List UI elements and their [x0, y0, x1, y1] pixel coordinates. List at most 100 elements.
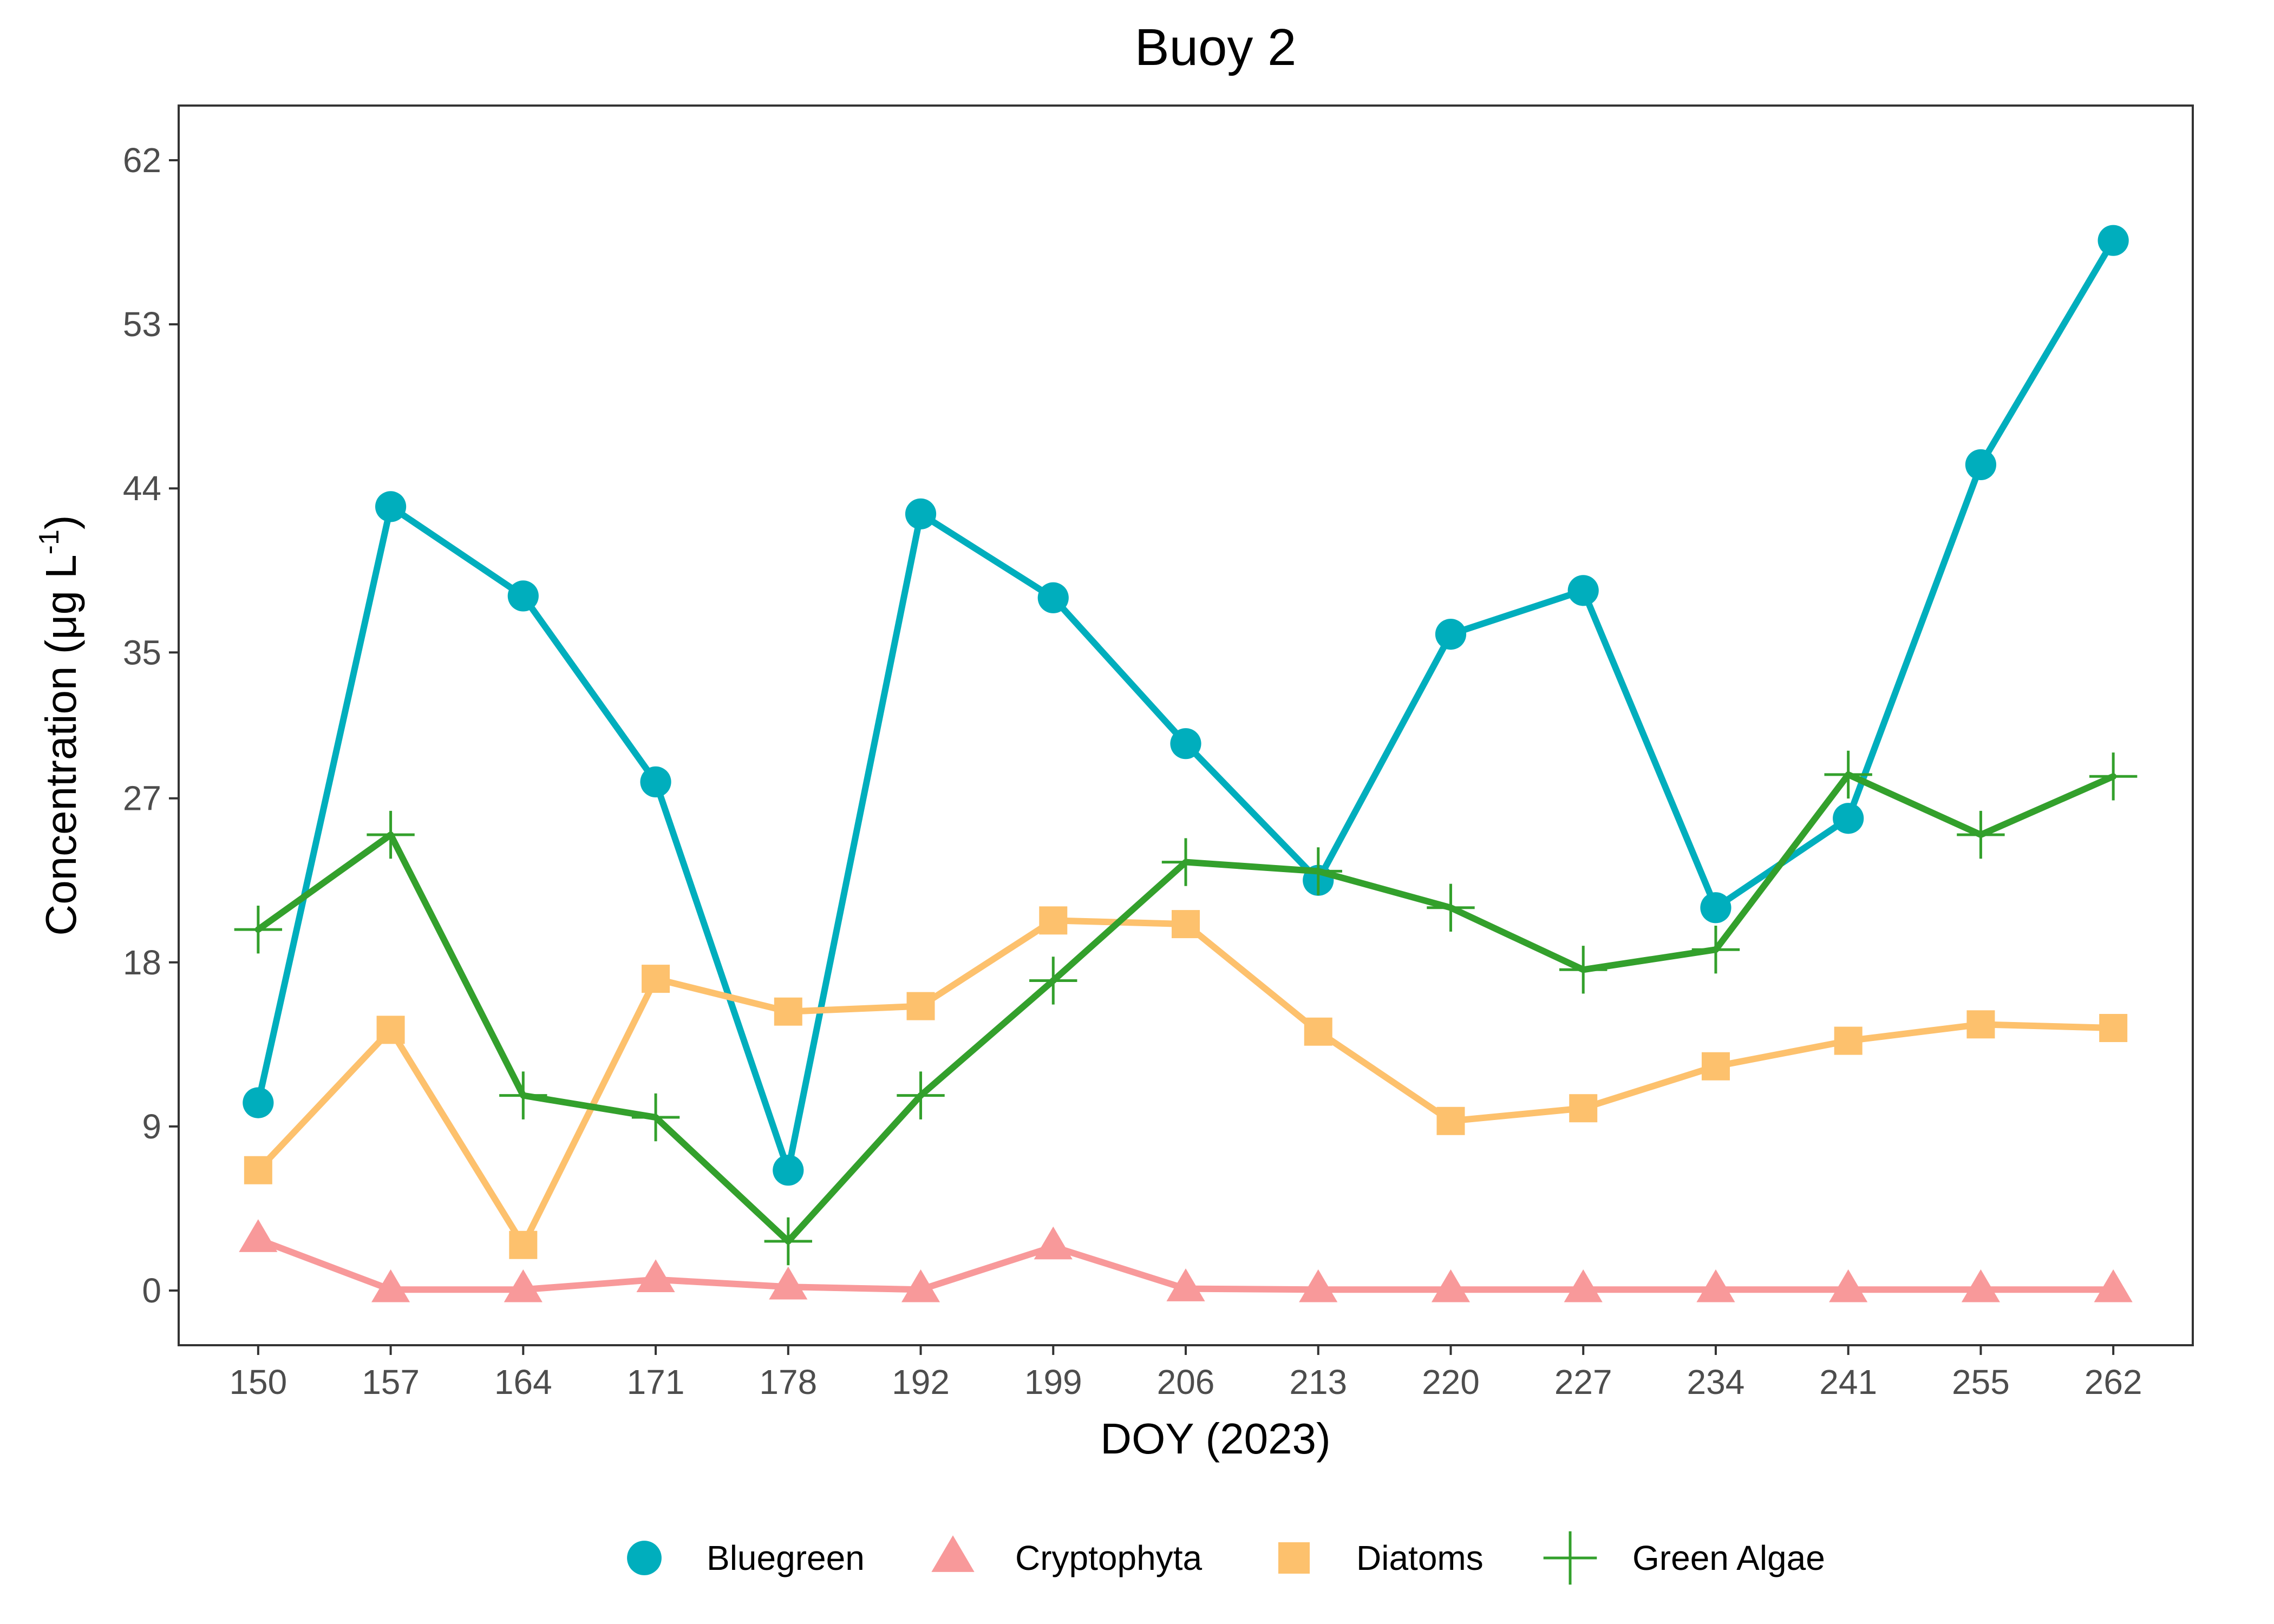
data-point-green-algae — [764, 1217, 812, 1266]
data-point-diatoms — [774, 997, 802, 1026]
data-point-diatoms — [642, 965, 670, 993]
chart-title: Buoy 2 — [1135, 18, 1297, 76]
y-tick-label: 62 — [123, 141, 161, 180]
x-tick-label: 150 — [229, 1363, 287, 1402]
data-point-diatoms — [509, 1230, 538, 1259]
data-point-green-algae — [367, 810, 415, 859]
data-point-green-algae — [1161, 838, 1210, 886]
y-axis: 0 9 18 27 35 44 53 62 — [123, 141, 179, 1310]
data-point-bluegreen — [773, 1155, 804, 1186]
x-axis-title: DOY (2023) — [1100, 1415, 1330, 1463]
legend-key-cryptophyta — [931, 1535, 975, 1572]
data-point-green-algae — [2089, 752, 2138, 801]
data-point-green-algae — [1691, 926, 1740, 974]
series-cryptophyta — [239, 1219, 2133, 1302]
data-point-bluegreen — [640, 766, 671, 797]
data-point-bluegreen — [507, 580, 539, 612]
data-point-diatoms — [1436, 1106, 1465, 1135]
data-point-cryptophyta — [2094, 1269, 2133, 1302]
data-point-bluegreen — [1037, 582, 1069, 613]
data-point-cryptophyta — [901, 1269, 940, 1302]
data-point-bluegreen — [1700, 892, 1731, 924]
y-tick-label: 44 — [123, 469, 161, 508]
legend: Bluegreen Cryptophyta Diatoms Green Algae — [627, 1531, 1825, 1585]
y-tick-label: 9 — [142, 1107, 161, 1146]
data-point-diatoms — [1304, 1017, 1332, 1046]
y-axis-title-superscript: -1 — [34, 529, 65, 554]
data-point-diatoms — [1039, 906, 1068, 935]
data-point-green-algae — [1029, 957, 1077, 1005]
x-axis: 150 157 164 171 178 192 199 206 213 220 227 234 241 2… — [229, 1345, 2142, 1402]
data-point-diatoms — [1834, 1026, 1863, 1055]
x-tick-label: 213 — [1289, 1363, 1347, 1402]
data-point-green-algae — [1559, 946, 1608, 994]
data-point-bluegreen — [905, 498, 937, 529]
data-point-green-algae — [1294, 847, 1342, 895]
data-point-green-algae — [631, 1093, 680, 1142]
x-tick-label: 164 — [494, 1363, 552, 1402]
y-axis-title: Concentration (μg L-1) — [34, 515, 85, 935]
legend-item-bluegreen: Bluegreen — [627, 1538, 865, 1577]
data-point-bluegreen — [243, 1087, 274, 1118]
data-point-diatoms — [1701, 1052, 1730, 1081]
data-point-cryptophyta — [1431, 1269, 1471, 1302]
x-tick-label: 178 — [759, 1363, 817, 1402]
legend-label: Bluegreen — [707, 1538, 865, 1577]
y-axis-title-main: Concentration (μg L — [37, 554, 85, 935]
data-point-cryptophyta — [504, 1269, 543, 1302]
data-point-cryptophyta — [1299, 1269, 1338, 1302]
data-point-bluegreen — [1833, 803, 1864, 834]
data-point-green-algae — [1957, 810, 2005, 859]
data-point-diatoms — [2099, 1014, 2128, 1043]
data-point-cryptophyta — [1961, 1269, 2000, 1302]
series-layer — [234, 225, 2138, 1302]
legend-key-bluegreen — [627, 1541, 662, 1575]
data-point-cryptophyta — [1034, 1226, 1073, 1260]
legend-item-cryptophyta: Cryptophyta — [931, 1535, 1202, 1577]
data-point-bluegreen — [375, 491, 407, 522]
data-point-cryptophyta — [1696, 1269, 1735, 1302]
legend-label: Cryptophyta — [1015, 1538, 1202, 1577]
y-axis-title-close: ) — [37, 515, 85, 529]
data-point-diatoms — [244, 1156, 272, 1184]
data-point-cryptophyta — [636, 1259, 675, 1292]
data-point-cryptophyta — [1166, 1268, 1205, 1301]
y-tick-label: 53 — [123, 305, 161, 344]
data-point-diatoms — [1569, 1094, 1598, 1123]
legend-key-green-algae — [1543, 1531, 1597, 1585]
x-tick-label: 262 — [2084, 1363, 2142, 1402]
data-point-cryptophyta — [769, 1266, 808, 1300]
data-point-cryptophyta — [1564, 1269, 1603, 1302]
legend-label: Green Algae — [1632, 1538, 1825, 1577]
data-point-green-algae — [234, 905, 283, 954]
plot-panel — [178, 104, 2194, 1346]
data-point-green-algae — [1427, 883, 1475, 932]
legend-item-diatoms: Diatoms — [1278, 1538, 1484, 1577]
data-point-diatoms — [376, 1016, 405, 1044]
data-point-cryptophyta — [371, 1269, 410, 1302]
data-point-diatoms — [1172, 910, 1200, 939]
data-point-diatoms — [906, 992, 935, 1020]
x-tick-label: 234 — [1687, 1363, 1745, 1402]
x-tick-label: 206 — [1157, 1363, 1215, 1402]
data-point-bluegreen — [1567, 575, 1599, 606]
data-point-bluegreen — [1435, 619, 1467, 650]
x-tick-label: 241 — [1819, 1363, 1877, 1402]
data-point-cryptophyta — [239, 1219, 278, 1252]
data-point-green-algae — [499, 1071, 547, 1119]
legend-key-diatoms — [1278, 1542, 1310, 1574]
y-tick-label: 18 — [123, 943, 161, 982]
data-point-green-algae — [1824, 750, 1872, 799]
x-tick-label: 255 — [1952, 1363, 2010, 1402]
legend-label: Diatoms — [1356, 1538, 1484, 1577]
data-point-green-algae — [897, 1071, 945, 1119]
x-tick-label: 227 — [1554, 1363, 1612, 1402]
series-diatoms — [244, 906, 2128, 1259]
data-point-cryptophyta — [1829, 1269, 1868, 1302]
y-tick-label: 0 — [142, 1271, 161, 1310]
data-point-bluegreen — [2097, 225, 2129, 256]
data-point-bluegreen — [1965, 449, 1997, 481]
legend-item-green-algae: Green Algae — [1543, 1531, 1825, 1585]
data-point-diatoms — [1966, 1010, 1995, 1039]
